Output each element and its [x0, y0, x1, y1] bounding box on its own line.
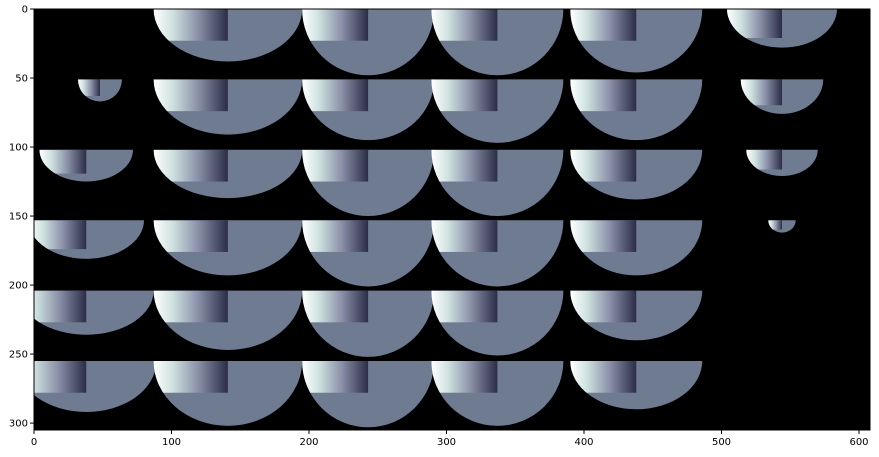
tile-r4-c4: [570, 290, 703, 341]
y-tick-label: 300: [9, 419, 28, 430]
tile-r1-c3: [431, 79, 564, 143]
tile-shaded-quadrant: [768, 220, 782, 230]
tile-shaded-quadrant: [34, 290, 87, 323]
tile-r0-c3: [570, 9, 703, 73]
plot-background: [34, 9, 870, 430]
x-axis: 0 100 200 300 400 500 600: [31, 430, 869, 448]
x-tick-label: 100: [162, 437, 181, 448]
x-tick-label: 400: [574, 437, 593, 448]
tile-r4-c1: [153, 290, 303, 350]
x-tick-label: 300: [437, 437, 456, 448]
tile-shaded-quadrant: [153, 220, 228, 252]
tile-shaded-quadrant: [431, 360, 498, 393]
tile-shaded-quadrant: [431, 149, 498, 182]
tile-r5-c0: [34, 360, 157, 413]
tile-r4-c2: [302, 290, 435, 357]
tile-shaded-quadrant: [570, 220, 637, 252]
y-tick-label: 150: [9, 212, 28, 223]
tile-shaded-quadrant: [431, 79, 498, 112]
tile-shaded-quadrant: [431, 220, 498, 252]
tile-shaded-quadrant: [153, 360, 228, 393]
x-tick-label: 600: [849, 437, 868, 448]
tile-r3-c1: [153, 220, 303, 276]
tile-r0-c1: [302, 9, 435, 76]
tile-r1-c1: [153, 79, 303, 135]
tile-r0-c2: [431, 9, 564, 76]
axes-frame: [33, 8, 871, 431]
tile-r5-c4: [570, 360, 703, 410]
tile-r2-c0: [39, 149, 133, 182]
y-tick-label: 100: [9, 143, 28, 154]
tile-shaded-quadrant: [153, 9, 228, 41]
tile-shaded-quadrant: [570, 9, 637, 41]
x-tick-label: 0: [31, 437, 37, 448]
tile-r1-c2: [302, 79, 435, 141]
tile-r5-c2: [302, 360, 435, 428]
y-tick-label: 50: [15, 74, 28, 85]
tile-shaded-quadrant: [153, 290, 228, 323]
tile-shaded-quadrant: [570, 79, 637, 112]
x-tick-label: 200: [299, 437, 318, 448]
tile-r3-c4: [570, 220, 703, 276]
tile-shaded-quadrant: [431, 290, 498, 323]
tile-r2-c5: [746, 149, 818, 177]
tile-r5-c3: [431, 360, 564, 426]
tile-r4-c0: [34, 290, 154, 335]
tile-shaded-quadrant: [570, 149, 637, 182]
y-tick-label: 200: [9, 281, 28, 292]
tile-r3-c0: [34, 220, 144, 259]
tile-shaded-quadrant: [302, 79, 369, 112]
tile-shaded-quadrant: [39, 149, 87, 174]
y-axis: 0 50 100 150 200 250 300: [9, 5, 34, 430]
tile-r2-c2: [302, 149, 435, 217]
tile-shaded-quadrant: [302, 220, 369, 252]
tile-r2-c1: [153, 149, 303, 199]
tile-shaded-quadrant: [570, 290, 637, 323]
tile-shaded-quadrant: [431, 9, 498, 41]
tile-shaded-quadrant: [302, 360, 369, 393]
tile-r2-c3: [431, 149, 564, 217]
tile-shaded-quadrant: [302, 9, 369, 41]
tile-r1-c5: [740, 79, 824, 114]
tile-r3-c5: [768, 220, 796, 233]
y-tick-label: 0: [22, 5, 28, 16]
tile-shaded-quadrant: [153, 149, 228, 182]
tile-shaded-quadrant: [153, 79, 228, 112]
x-tick-label: 500: [712, 437, 731, 448]
tile-shaded-quadrant: [34, 360, 87, 393]
tile-shaded-quadrant: [302, 149, 369, 182]
tile-shaded-quadrant: [302, 290, 369, 323]
tile-r3-c2: [302, 220, 435, 287]
tile-shaded-quadrant: [34, 220, 87, 250]
tile-shaded-quadrant: [746, 149, 782, 170]
tile-r3-c3: [431, 220, 564, 287]
tile-r1-c4: [570, 79, 703, 141]
y-tick-label: 250: [9, 350, 28, 361]
tile-r0-c0: [153, 9, 303, 62]
tile-shaded-quadrant: [78, 79, 100, 96]
tile-r5-c1: [153, 360, 303, 426]
tile-r4-c3: [431, 290, 564, 356]
tile-shaded-quadrant: [570, 360, 637, 393]
tile-r1-c0: [78, 79, 122, 102]
image-tiles: [34, 9, 837, 428]
tile-r2-c4: [570, 149, 703, 200]
